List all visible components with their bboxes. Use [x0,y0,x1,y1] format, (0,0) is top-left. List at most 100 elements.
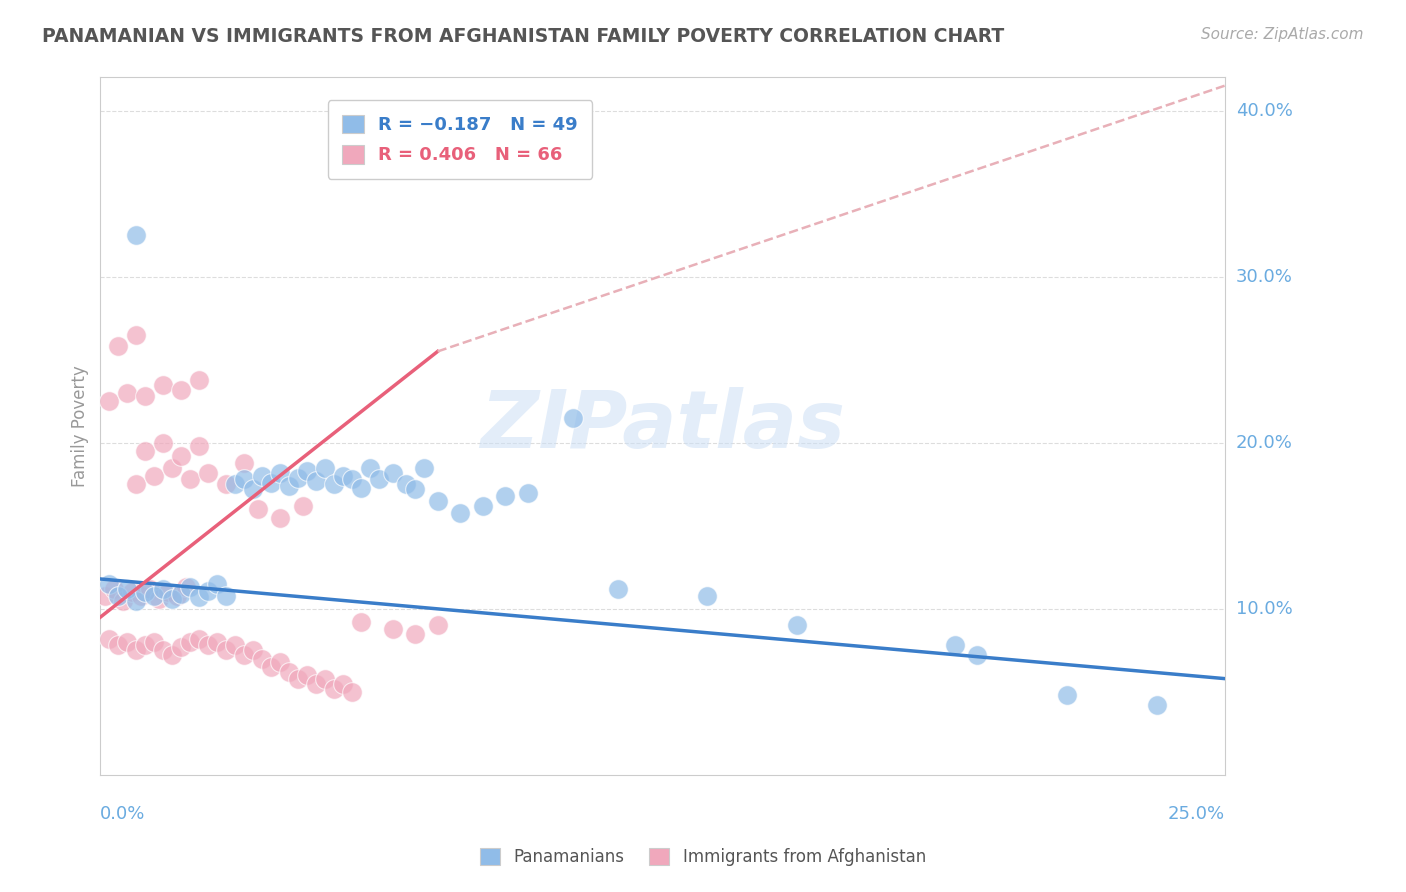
Point [233,472,256,486]
Point [381,466,404,480]
Point [162,460,184,475]
Point [471,499,494,513]
Point [224,639,246,653]
Point [188,373,211,387]
Point [305,676,328,690]
Point [117,582,139,596]
Point [966,648,988,663]
Point [179,580,201,594]
Point [1146,698,1168,713]
Legend: Panamanians, Immigrants from Afghanistan: Panamanians, Immigrants from Afghanistan [471,840,935,875]
Text: 20.0%: 20.0% [1236,434,1292,451]
Point [107,589,129,603]
Point [188,439,211,453]
Point [139,582,162,596]
Point [125,228,148,243]
Point [332,469,354,483]
Point [260,475,283,490]
Point [117,386,139,401]
Point [287,672,309,686]
Point [152,643,174,657]
Point [252,651,274,665]
Point [174,580,197,594]
Point [143,469,166,483]
Point [278,665,301,679]
Point [323,477,346,491]
Point [121,585,143,599]
Point [111,593,134,607]
Point [305,474,328,488]
Point [269,655,291,669]
Point [287,470,309,484]
Point [606,582,628,596]
Point [148,591,170,606]
Point [381,622,404,636]
Point [98,577,121,591]
Point [943,639,966,653]
Point [233,648,256,663]
Point [143,589,166,603]
Point [494,489,516,503]
Point [340,685,363,699]
Point [98,632,121,646]
Point [207,635,229,649]
Point [207,577,229,591]
Point [426,494,449,508]
Point [170,449,193,463]
Text: 25.0%: 25.0% [1167,805,1225,823]
Text: 10.0%: 10.0% [1236,599,1292,618]
Point [107,639,129,653]
Point [246,502,269,516]
Point [107,339,129,353]
Point [94,589,117,603]
Text: ZIPatlas: ZIPatlas [479,387,845,466]
Point [404,483,426,497]
Point [413,460,436,475]
Point [188,632,211,646]
Point [1056,688,1078,702]
Point [786,618,808,632]
Point [395,477,418,491]
Point [359,460,381,475]
Point [152,582,174,596]
Point [170,640,193,654]
Point [215,477,238,491]
Legend: R = −0.187   N = 49, R = 0.406   N = 66: R = −0.187 N = 49, R = 0.406 N = 66 [328,101,592,178]
Point [156,585,179,599]
Point [278,479,301,493]
Point [166,589,188,603]
Point [449,506,471,520]
Point [350,615,373,629]
Point [143,635,166,649]
Point [125,327,148,342]
Point [179,472,201,486]
Point [332,676,354,690]
Point [297,668,319,682]
Point [224,477,246,491]
Point [323,681,346,696]
Point [162,648,184,663]
Point [170,383,193,397]
Point [252,469,274,483]
Point [291,499,314,513]
Point [179,635,201,649]
Point [516,485,538,500]
Point [233,456,256,470]
Point [314,460,336,475]
Point [197,466,219,480]
Point [340,472,363,486]
Point [561,410,583,425]
Point [426,618,449,632]
Point [134,585,156,599]
Point [197,583,219,598]
Point [269,510,291,524]
Point [314,672,336,686]
Text: PANAMANIAN VS IMMIGRANTS FROM AFGHANISTAN FAMILY POVERTY CORRELATION CHART: PANAMANIAN VS IMMIGRANTS FROM AFGHANISTA… [42,27,1004,45]
Point [368,472,391,486]
Point [125,593,148,607]
Text: 0.0%: 0.0% [100,805,146,823]
Point [134,389,156,403]
Point [170,587,193,601]
Point [242,483,264,497]
Point [269,466,291,480]
